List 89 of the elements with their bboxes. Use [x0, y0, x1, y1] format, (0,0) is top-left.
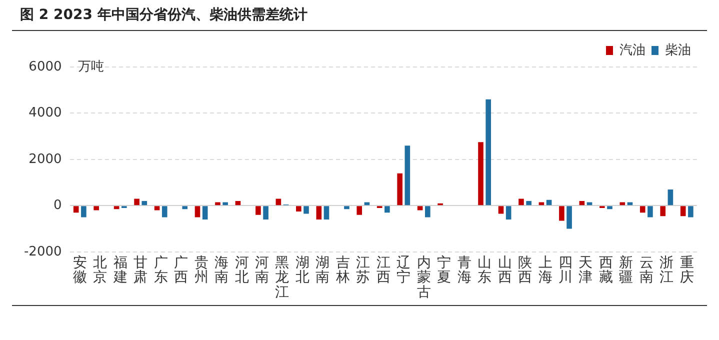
y-tick-label: -2000 — [24, 244, 62, 260]
bar — [518, 198, 524, 206]
bar — [81, 206, 86, 218]
x-tick-label: 重庆 — [680, 254, 694, 286]
x-tick-label: 江西 — [376, 254, 390, 286]
bar — [202, 206, 208, 220]
bar — [680, 206, 686, 216]
x-tick-label: 内蒙古 — [416, 254, 431, 300]
bar — [276, 198, 282, 206]
bar — [324, 206, 330, 220]
x-tick-label: 新疆 — [619, 254, 634, 286]
bar — [627, 202, 633, 206]
bar — [114, 206, 120, 210]
x-tick-label: 青海 — [457, 254, 472, 286]
bar — [660, 206, 666, 216]
bar — [620, 202, 626, 206]
bar — [134, 198, 140, 206]
x-tick-label: 安徽 — [72, 254, 87, 286]
bar — [304, 206, 309, 214]
bar — [263, 206, 268, 220]
bar — [344, 206, 350, 210]
bar — [94, 206, 99, 210]
bar — [384, 206, 390, 213]
x-tick-label: 云南 — [639, 254, 654, 286]
x-tick-label: 广西 — [174, 254, 188, 286]
bar — [688, 206, 694, 218]
legend-label: 汽油 — [620, 42, 646, 58]
bar — [182, 206, 188, 210]
x-tick-label: 甘肃 — [134, 254, 148, 286]
y-tick-label: 4000 — [28, 106, 62, 121]
bar — [498, 206, 504, 214]
x-tick-label: 上海 — [538, 254, 552, 286]
x-tick-label: 河南 — [254, 254, 269, 286]
bar — [235, 201, 241, 206]
x-tick-label: 四川 — [558, 254, 572, 286]
bar — [538, 202, 544, 206]
x-tick-label: 北京 — [93, 254, 108, 286]
bar — [526, 201, 532, 206]
x-tick-label: 广东 — [154, 254, 168, 286]
x-tick-label: 天津 — [578, 254, 593, 286]
bar — [194, 206, 200, 218]
x-tick-label: 海南 — [214, 254, 229, 286]
x-tick-label: 山西 — [498, 254, 512, 286]
bar — [316, 206, 322, 220]
bar — [417, 206, 423, 210]
legend-label: 柴油 — [665, 42, 691, 58]
bar — [668, 189, 674, 206]
bar — [404, 146, 410, 206]
bar — [559, 206, 564, 221]
bar — [356, 206, 362, 215]
x-tick-label: 福建 — [112, 254, 128, 286]
bar — [607, 206, 612, 210]
x-tick-label: 河北 — [234, 254, 249, 286]
bar — [478, 142, 484, 206]
bar — [640, 206, 646, 213]
bar — [296, 206, 302, 212]
bar — [162, 206, 168, 218]
bar — [142, 201, 148, 206]
bar — [154, 206, 160, 210]
bar — [73, 206, 79, 213]
x-tick-label: 贵州 — [194, 254, 208, 286]
bar — [486, 99, 491, 206]
chart-title: 图 2 2023 年中国分省份汽、柴油供需差统计 — [20, 6, 308, 24]
bar — [648, 206, 653, 218]
y-axis-title: 万吨 — [78, 59, 104, 74]
bar — [579, 201, 585, 206]
bar — [215, 202, 220, 206]
x-tick-label: 吉林 — [334, 254, 350, 286]
bar — [424, 206, 430, 218]
bar — [397, 173, 402, 206]
x-tick-label: 湖北 — [295, 254, 310, 286]
y-tick-label: 0 — [53, 198, 62, 214]
x-tick-label: 黑龙江 — [275, 254, 290, 300]
x-tick-label: 西藏 — [598, 254, 613, 286]
x-tick-label: 湖南 — [316, 254, 330, 286]
x-tick-label: 辽宁 — [396, 254, 411, 286]
x-tick-label: 浙江 — [660, 254, 674, 286]
y-tick-label: 6000 — [28, 59, 62, 74]
bar — [256, 206, 261, 215]
x-tick-label: 山东 — [478, 254, 492, 286]
x-tick-label: 江苏 — [356, 254, 370, 286]
bar — [566, 206, 572, 229]
y-tick-label: 2000 — [28, 152, 62, 167]
bar — [506, 206, 512, 220]
bar — [364, 202, 370, 206]
x-tick-label: 陕西 — [518, 254, 532, 286]
bar — [586, 202, 592, 206]
x-tick-label: 宁夏 — [437, 254, 452, 286]
bar — [222, 202, 228, 206]
